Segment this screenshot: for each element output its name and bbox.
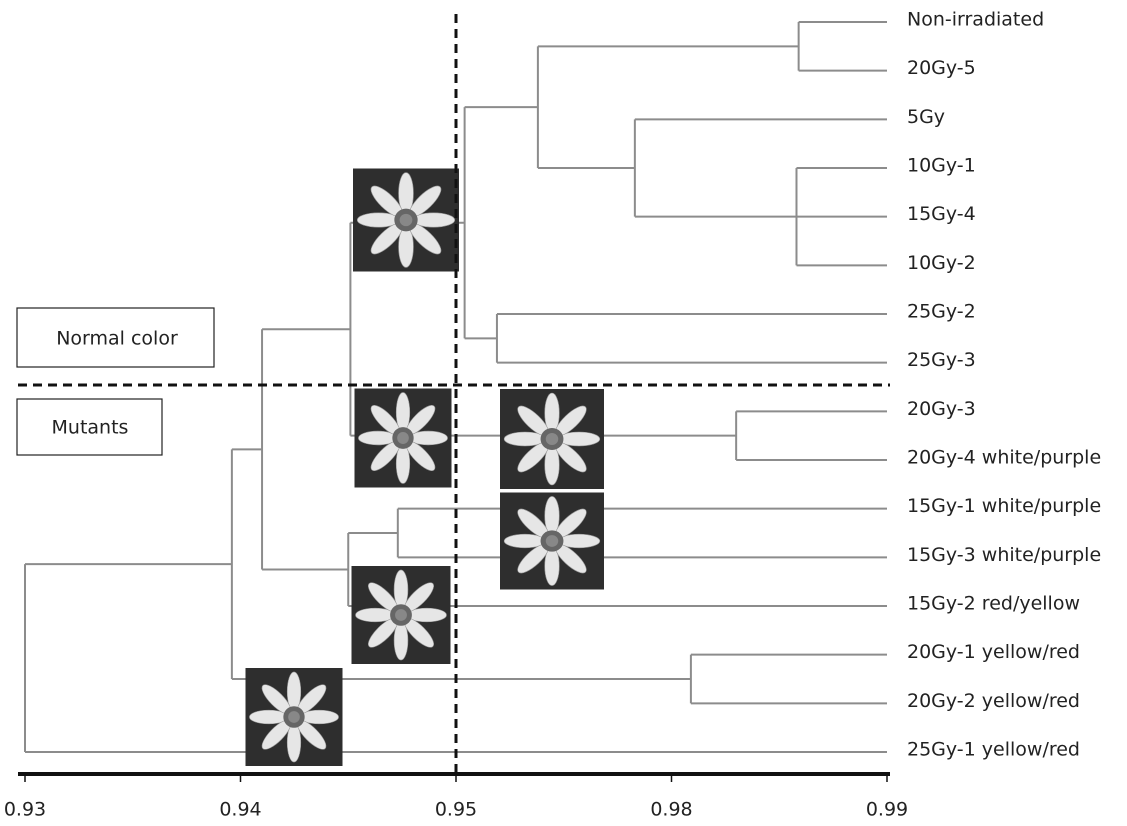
annotation: Normal color xyxy=(56,328,178,350)
leaf-label: 25Gy-3 xyxy=(907,349,976,371)
leaf-label: 20Gy-5 xyxy=(907,57,976,79)
x-tick-label: 0.99 xyxy=(866,799,908,821)
flower-photo xyxy=(500,493,604,590)
leaf-label: 10Gy-1 xyxy=(907,155,976,177)
annotation: Mutants xyxy=(52,417,129,439)
leaf-label: 20Gy-2 yellow/red xyxy=(907,690,1080,712)
x-tick-label: 0.98 xyxy=(650,799,692,821)
chart: Normal color Mutants 0.93 0.94 0.95 0.98 0.9… xyxy=(0,0,1127,826)
flower-photo xyxy=(352,566,451,664)
leaf-label: 15Gy-2 red/yellow xyxy=(907,593,1080,615)
flower-photo xyxy=(355,389,452,488)
flower-photo xyxy=(246,668,343,766)
leaf-label: 15Gy-4 xyxy=(907,203,976,225)
leaf-label: Non-irradiated xyxy=(907,9,1044,31)
dendrogram xyxy=(25,22,887,752)
x-tick-label: 0.95 xyxy=(435,799,477,821)
leaf-label: 25Gy-1 yellow/red xyxy=(907,739,1080,761)
leaf-label: 5Gy xyxy=(907,106,945,128)
leaf-label: 10Gy-2 xyxy=(907,252,976,274)
leaf-label: 15Gy-1 white/purple xyxy=(907,495,1101,517)
leaf-label: 20Gy-4 white/purple xyxy=(907,447,1101,469)
flower-photos xyxy=(246,169,605,767)
flower-photo xyxy=(353,169,459,272)
leaf-label: 25Gy-2 xyxy=(907,301,976,323)
leaf-label: 15Gy-3 white/purple xyxy=(907,544,1101,566)
leaf-label: 20Gy-3 xyxy=(907,398,976,420)
flower-photo xyxy=(500,389,604,489)
leaf-label: 20Gy-1 yellow/red xyxy=(907,641,1080,663)
x-tick-label: 0.93 xyxy=(4,799,46,821)
x-tick-label: 0.94 xyxy=(219,799,261,821)
